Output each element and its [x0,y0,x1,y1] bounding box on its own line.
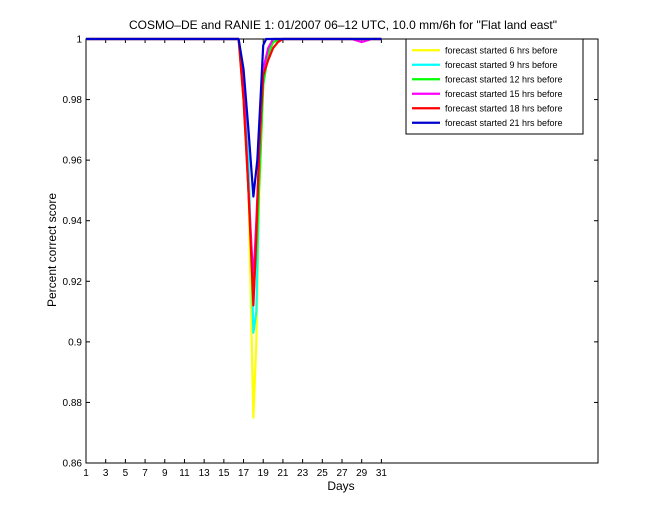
y-tick-label: 0.86 [63,459,83,470]
y-tick-label: 0.88 [63,398,83,409]
x-tick-label: 9 [162,468,168,479]
legend-label: forecast started 9 hrs before [445,60,558,70]
x-axis-label: Days [327,479,354,493]
x-tick-label: 7 [142,468,148,479]
x-tick-label: 3 [103,468,109,479]
chart-title: COSMO–DE and RANIE 1: 01/2007 06–12 UTC,… [129,18,557,32]
y-tick-label: 0.96 [63,156,83,167]
x-tick-label: 19 [258,468,270,479]
y-tick-label: 0.94 [63,216,83,227]
series-lines [86,37,382,419]
legend-label: forecast started 15 hrs before [445,89,563,99]
y-axis: 0.86 0.88 0.9 0.92 0.94 0.96 0.98 1 [63,35,598,470]
y-tick-label: 0.9 [68,337,82,348]
y-tick-label: 0.98 [63,95,83,106]
legend-label: forecast started 21 hrs before [445,118,563,128]
x-tick-label: 11 [179,468,190,479]
legend-label: forecast started 12 hrs before [445,74,563,84]
x-tick-label: 31 [376,468,388,479]
series-line-6 [86,37,382,198]
x-axis: 1 3 5 7 9 11 13 15 17 19 21 23 25 27 29 31 [83,39,387,479]
x-tick-label: 27 [336,468,348,479]
legend-box [405,38,584,135]
y-axis-label: Percent correct score [45,193,59,307]
x-tick-label: 17 [238,468,250,479]
x-tick-label: 29 [356,468,368,479]
x-tick-label: 23 [297,468,309,479]
y-tick-label: 1 [76,35,82,46]
series-line-5 [86,37,382,307]
legend-items: forecast started 6 hrs before forecast st… [412,45,563,128]
x-tick-label: 15 [218,468,230,479]
x-tick-label: 13 [199,468,211,479]
x-tick-label: 21 [277,468,289,479]
x-tick-label: 25 [317,468,329,479]
legend-label: forecast started 18 hrs before [445,103,563,113]
y-tick-label: 0.92 [63,277,83,288]
x-tick-label: 1 [83,468,89,479]
legend-label: forecast started 6 hrs before [445,45,558,55]
legend: forecast started 6 hrs before forecast st… [405,38,584,135]
x-tick-label: 5 [123,468,129,479]
